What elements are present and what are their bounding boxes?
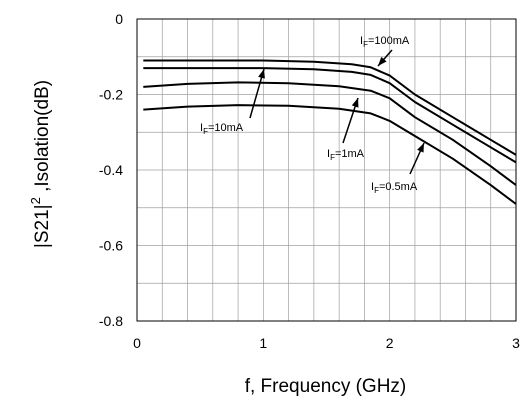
series-label-sub: F bbox=[374, 186, 379, 195]
series-line-2 bbox=[143, 81, 517, 186]
y-tick-label: 0 bbox=[115, 11, 123, 27]
series-line-3 bbox=[143, 104, 517, 205]
x-tick-label: 1 bbox=[259, 335, 267, 351]
series-label-rest: =10mA bbox=[208, 122, 244, 134]
y-axis-label: |S21|2 ,Isolation(dB) bbox=[28, 80, 53, 248]
series-label: IF=1mA bbox=[327, 148, 365, 162]
tick-labels: 0 1 2 3 0 -0.2 -0.4 -0.6 -0.8 bbox=[99, 11, 520, 351]
annotation-arrowhead bbox=[258, 69, 265, 79]
annotation-arrowhead bbox=[417, 143, 424, 153]
y-tick-label: -0.6 bbox=[99, 238, 123, 254]
annotation-arrowhead bbox=[351, 98, 359, 108]
y-tick-label: -0.4 bbox=[99, 162, 123, 178]
series-label-main: I bbox=[371, 181, 374, 193]
series-label: IF=0.5mA bbox=[371, 181, 418, 195]
y-axis-label-rest: ,Isolation(dB) bbox=[32, 80, 53, 197]
series-label: IF=100mA bbox=[360, 35, 410, 49]
grid-lines bbox=[137, 19, 516, 321]
series-label-rest: =100mA bbox=[368, 35, 410, 47]
series-label-main: I bbox=[360, 35, 363, 47]
y-axis-label-main: |S21| bbox=[32, 204, 53, 248]
x-tick-label: 3 bbox=[512, 335, 520, 351]
series-label-rest: =0.5mA bbox=[379, 181, 418, 193]
series-lines bbox=[143, 59, 517, 205]
plot-frame bbox=[136, 18, 517, 322]
series-label-sub: F bbox=[330, 153, 335, 162]
x-axis-label: f, Frequency (GHz) bbox=[245, 376, 407, 397]
series-label-sub: F bbox=[363, 40, 368, 49]
series-label-rest: =1mA bbox=[335, 148, 365, 160]
y-tick-label: -0.2 bbox=[99, 87, 123, 103]
series-label-sub: F bbox=[203, 127, 208, 136]
annotation-arrowhead bbox=[378, 56, 387, 66]
y-tick-label: -0.8 bbox=[99, 313, 123, 329]
series-label: IF=10mA bbox=[200, 122, 244, 136]
x-tick-label: 0 bbox=[133, 335, 141, 351]
series-line-1 bbox=[143, 67, 517, 164]
series-label-main: I bbox=[327, 148, 330, 160]
series-line-0 bbox=[143, 59, 517, 156]
x-tick-label: 2 bbox=[386, 335, 394, 351]
y-axis-label-sup: 2 bbox=[28, 197, 43, 204]
series-label-main: I bbox=[200, 122, 203, 134]
